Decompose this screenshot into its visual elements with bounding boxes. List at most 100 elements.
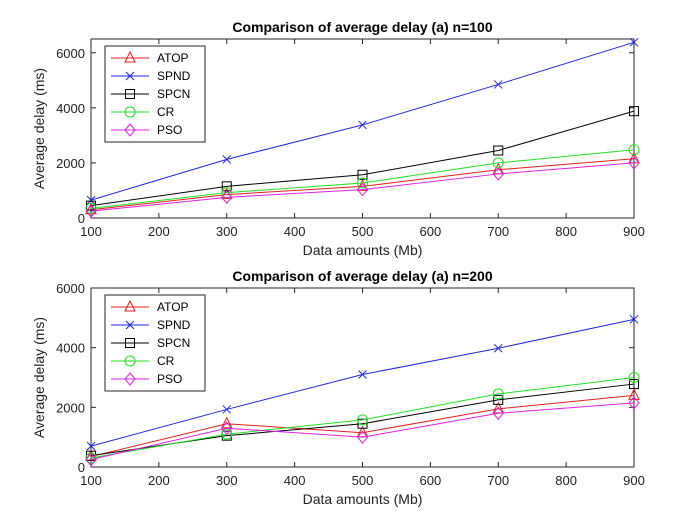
x-tick-label: 700 bbox=[487, 473, 509, 488]
data-point-cr bbox=[85, 202, 97, 214]
chart-title: Comparison of average delay (a) n=200 bbox=[232, 268, 492, 284]
legend-entry-spnd: SPND bbox=[111, 69, 191, 83]
legend-marker bbox=[124, 355, 136, 367]
data-point-spnd bbox=[358, 120, 367, 130]
data-point-pso bbox=[85, 452, 97, 467]
x-tick-label: 300 bbox=[216, 224, 238, 239]
data-point-pso bbox=[221, 190, 233, 205]
data-point-pso bbox=[221, 421, 233, 435]
legend-label: SPND bbox=[157, 69, 191, 83]
series-line-atop bbox=[90, 158, 635, 211]
legend-entry-spcn: SPCN bbox=[111, 336, 190, 350]
legend-label: SPND bbox=[157, 318, 191, 332]
y-axis-label: Average delay (ms) bbox=[31, 317, 47, 438]
data-point-spcn bbox=[629, 379, 639, 390]
legend-label: CR bbox=[157, 105, 175, 119]
legend-entry-cr: CR bbox=[111, 354, 175, 368]
legend-marker bbox=[125, 338, 135, 348]
data-point-spcn bbox=[629, 106, 639, 117]
data-point-cr bbox=[357, 177, 368, 189]
legend-entry-pso: PSO bbox=[111, 372, 182, 386]
y-tick-label: 0 bbox=[78, 460, 85, 475]
legend-label: SPCN bbox=[157, 87, 190, 101]
y-tick-label: 6000 bbox=[56, 281, 85, 296]
data-point-spcn bbox=[357, 169, 368, 180]
data-point-spnd bbox=[629, 37, 639, 47]
series-line-pso bbox=[90, 162, 635, 212]
x-tick-label: 500 bbox=[352, 473, 374, 488]
series-spnd bbox=[86, 314, 639, 451]
data-point-pso bbox=[492, 167, 504, 181]
x-tick-label: 100 bbox=[80, 224, 102, 239]
x-tick-label: 400 bbox=[284, 473, 306, 488]
data-point-atop bbox=[356, 179, 369, 191]
legend-entry-atop: ATOP bbox=[111, 299, 189, 314]
x-tick-label: 200 bbox=[148, 224, 170, 239]
x-tick-label: 800 bbox=[555, 473, 577, 488]
data-point-pso bbox=[85, 204, 97, 218]
legend-marker bbox=[124, 372, 136, 386]
chart-panel-1: Comparison of average delay (a) n=100 100… bbox=[31, 19, 645, 258]
y-tick-label: 4000 bbox=[56, 101, 85, 116]
data-point-spnd bbox=[222, 154, 232, 164]
series-line-spcn bbox=[90, 110, 635, 207]
series-line-pso bbox=[90, 402, 635, 461]
data-point-spnd bbox=[629, 314, 639, 324]
series-pso bbox=[85, 156, 640, 218]
data-point-spnd bbox=[86, 195, 96, 205]
legend-entry-cr: CR bbox=[111, 105, 175, 119]
series-pso bbox=[85, 396, 640, 467]
data-point-spnd bbox=[493, 80, 503, 89]
data-point-cr bbox=[221, 428, 233, 440]
data-point-pso bbox=[628, 396, 640, 410]
y-axis-label: Average delay (ms) bbox=[31, 68, 47, 189]
data-point-pso bbox=[628, 156, 640, 170]
legend-marker bbox=[125, 71, 135, 81]
legend: ATOP SPND SPCN CR PSO bbox=[104, 294, 206, 392]
legend-entry-spcn: SPCN bbox=[111, 87, 190, 101]
data-point-cr bbox=[628, 372, 640, 383]
data-point-spcn bbox=[357, 418, 368, 429]
legend-marker bbox=[124, 299, 136, 312]
legend-label: SPCN bbox=[157, 336, 190, 350]
x-tick-label: 400 bbox=[284, 224, 306, 239]
legend-label: CR bbox=[157, 354, 175, 368]
data-point-cr bbox=[628, 144, 640, 156]
data-point-spnd bbox=[493, 343, 503, 353]
x-axis-label: Data amounts (Mb) bbox=[303, 491, 423, 507]
data-point-pso bbox=[356, 430, 369, 444]
data-point-atop bbox=[628, 388, 640, 400]
legend-entry-spnd: SPND bbox=[111, 318, 191, 332]
legend-entry-atop: ATOP bbox=[111, 50, 189, 65]
data-point-spnd bbox=[358, 370, 367, 379]
chart-title: Comparison of average delay (a) n=100 bbox=[232, 19, 492, 35]
x-tick-label: 200 bbox=[148, 473, 170, 488]
data-point-cr bbox=[492, 388, 504, 400]
data-point-atop bbox=[628, 151, 640, 164]
series-line-atop bbox=[90, 394, 635, 458]
legend-label: PSO bbox=[157, 372, 182, 386]
legend-marker bbox=[124, 123, 136, 137]
y-tick-label: 4000 bbox=[56, 341, 85, 356]
legend-label: ATOP bbox=[157, 300, 189, 314]
x-tick-label: 600 bbox=[420, 473, 442, 488]
x-tick-label: 800 bbox=[555, 224, 577, 239]
data-point-pso bbox=[356, 182, 369, 197]
x-tick-label: 300 bbox=[216, 473, 238, 488]
data-point-cr bbox=[357, 414, 368, 426]
chart-panel-2: Comparison of average delay (a) n=200 100… bbox=[31, 268, 645, 507]
y-tick-label: 6000 bbox=[56, 46, 85, 61]
data-point-spnd bbox=[222, 405, 232, 414]
data-point-spcn bbox=[493, 394, 504, 405]
x-tick-label: 700 bbox=[487, 224, 509, 239]
legend-label: PSO bbox=[157, 123, 182, 137]
legend: ATOP SPND SPCN CR PSO bbox=[104, 45, 206, 143]
y-tick-label: 0 bbox=[78, 211, 85, 226]
legend-marker bbox=[124, 106, 136, 118]
series-line-cr bbox=[90, 377, 635, 459]
data-point-spcn bbox=[493, 145, 504, 156]
y-tick-label: 2000 bbox=[56, 400, 85, 415]
legend-label: ATOP bbox=[157, 51, 189, 65]
